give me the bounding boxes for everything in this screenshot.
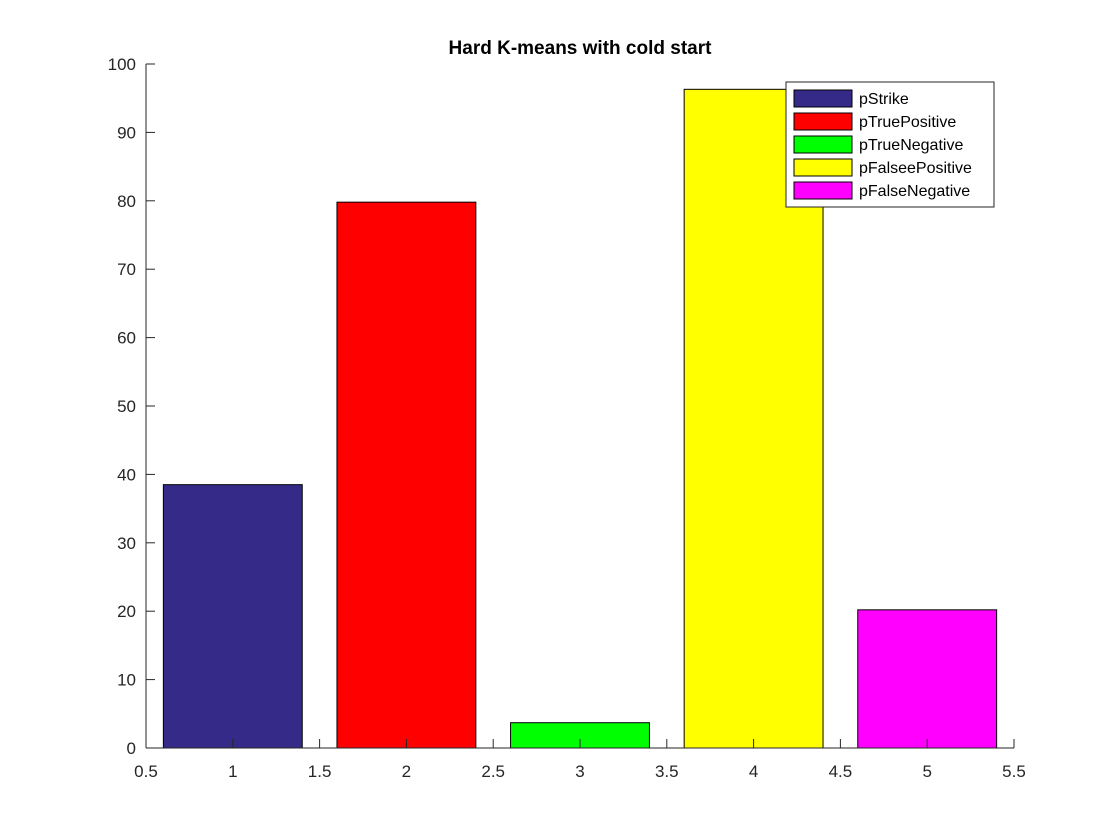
bars-group (162, 88, 998, 749)
x-tick-label: 4 (749, 762, 758, 781)
y-tick-label: 0 (127, 739, 136, 758)
y-tick-label: 70 (117, 260, 136, 279)
x-tick-label: 2.5 (481, 762, 505, 781)
y-tick-label: 60 (117, 329, 136, 348)
y-tick-label: 30 (117, 534, 136, 553)
y-tick-label: 90 (117, 123, 136, 142)
legend-label-1: pStrike (859, 91, 909, 108)
y-tick-label: 50 (117, 397, 136, 416)
legend-label-5: pFalseNegative (859, 183, 970, 200)
y-tick-label: 20 (117, 602, 136, 621)
y-tick-label: 10 (117, 671, 136, 690)
x-tick-label: 1 (228, 762, 237, 781)
y-tick-label: 80 (117, 192, 136, 211)
bar-5 (857, 609, 998, 749)
y-tick-label: 40 (117, 465, 136, 484)
legend-label-4: pFalseePositive (859, 160, 972, 177)
legend-swatch-4 (793, 158, 853, 177)
legend: pStrike pTruePositive pTrueNegative pFalsee… (785, 81, 995, 208)
legend-label-3: pTrueNegative (859, 137, 963, 154)
x-tick-label: 0.5 (134, 762, 158, 781)
bar-1 (162, 484, 303, 749)
chart-title: Hard K-means with cold start (449, 38, 713, 59)
x-tick-label: 3 (575, 762, 584, 781)
x-tick-label: 3.5 (655, 762, 679, 781)
legend-label-2: pTruePositive (859, 114, 956, 131)
x-tick-label: 5 (922, 762, 931, 781)
x-tick-label: 4.5 (829, 762, 853, 781)
x-tick-label: 5.5 (1002, 762, 1026, 781)
legend-swatch-5 (793, 181, 853, 200)
legend-swatch-3 (793, 135, 853, 154)
legend-swatch-2 (793, 112, 853, 131)
x-tick-label: 1.5 (308, 762, 332, 781)
y-tick-label: 100 (108, 55, 136, 74)
bar-2 (336, 201, 477, 749)
legend-swatch-1 (793, 89, 853, 108)
x-tick-label: 2 (402, 762, 411, 781)
axes-group: 0.5 1 1.5 2 2.5 3 3.5 4 4.5 5 5.5 0 10 20 30 40 50 60 70 80… (108, 55, 1026, 781)
